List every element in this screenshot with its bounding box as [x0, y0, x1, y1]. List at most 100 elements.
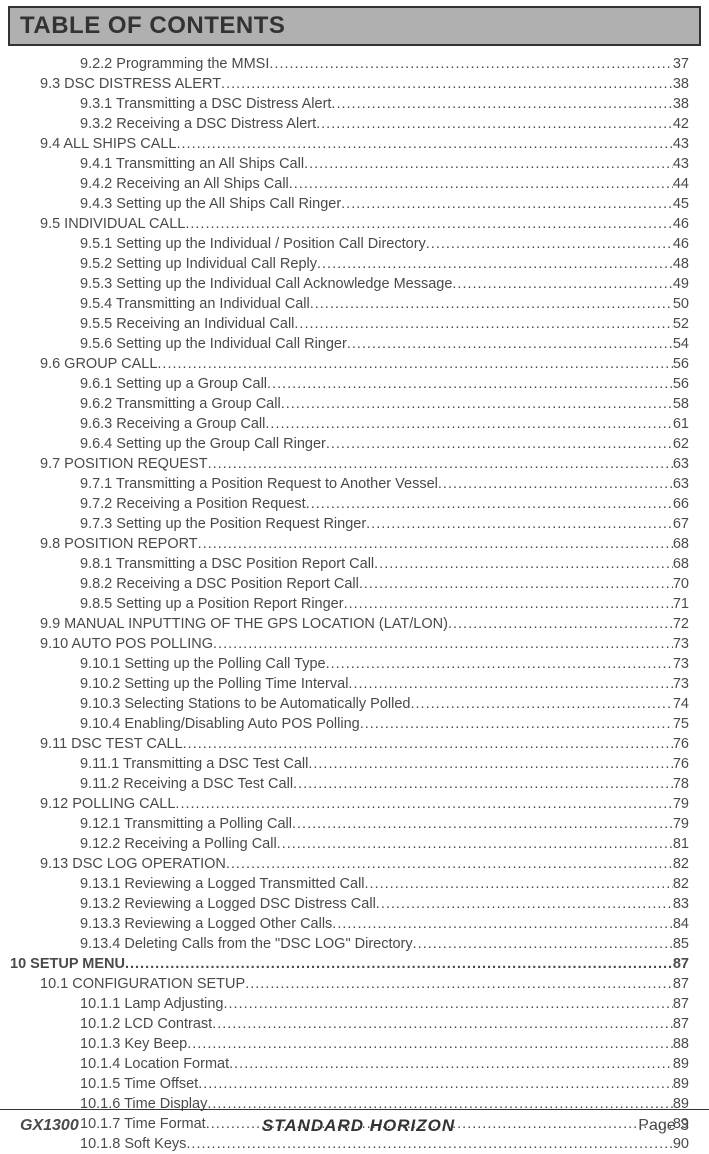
toc-dots — [308, 754, 673, 774]
toc-entry: 9.8.2 Receiving a DSC Position Report Ca… — [40, 574, 689, 594]
toc-entry: 9.13.2 Reviewing a Logged DSC Distress C… — [40, 894, 689, 914]
toc-page: 72 — [673, 614, 689, 634]
toc-page: 73 — [673, 654, 689, 674]
toc-page: 44 — [673, 174, 689, 194]
toc-page: 78 — [673, 774, 689, 794]
toc-page: 46 — [673, 214, 689, 234]
toc-page: 56 — [673, 374, 689, 394]
toc-entry: 9.3 DSC DISTRESS ALERT38 — [40, 74, 689, 94]
toc-page: 73 — [673, 634, 689, 654]
toc-label: 9.7.2 Receiving a Position Request — [80, 494, 306, 514]
toc-dots — [331, 94, 672, 114]
toc-label: 9.10.1 Setting up the Polling Call Type — [80, 654, 326, 674]
toc-entry: 9.5.6 Setting up the Individual Call Rin… — [40, 334, 689, 354]
toc-dots — [348, 674, 672, 694]
toc-entry: 9.12.2 Receiving a Polling Call 81 — [40, 834, 689, 854]
toc-dots — [332, 914, 673, 934]
toc-page: 87 — [673, 974, 689, 994]
toc-entry: 9.10.1 Setting up the Polling Call Type 7… — [40, 654, 689, 674]
toc-page: 61 — [673, 414, 689, 434]
toc-label: 9.13 DSC LOG OPERATION — [40, 854, 226, 874]
toc-label: 9.7.3 Setting up the Position Request Ri… — [80, 514, 366, 534]
toc-page: 43 — [673, 134, 689, 154]
toc-dots — [157, 354, 672, 374]
toc-entry: 9.13.4 Deleting Calls from the "DSC LOG"… — [40, 934, 689, 954]
toc-label: 9.11 DSC TEST CALL — [40, 734, 183, 754]
toc-entry: 10.1.2 LCD Contrast 87 — [40, 1014, 689, 1034]
toc-entry: 9.10 AUTO POS POLLING73 — [40, 634, 689, 654]
toc-dots — [376, 894, 673, 914]
toc-entry: 9.12 POLLING CALL 79 — [40, 794, 689, 814]
toc-label: 9.4.3 Setting up the All Ships Call Ring… — [80, 194, 341, 214]
toc-label: 9.13.4 Deleting Calls from the "DSC LOG"… — [80, 934, 413, 954]
toc-entry: 9.2.2 Programming the MMSI 37 — [40, 54, 689, 74]
toc-dots — [208, 454, 673, 474]
toc-entry: 9.5.2 Setting up Individual Call Reply 4… — [40, 254, 689, 274]
toc-page: 46 — [673, 234, 689, 254]
toc-entry: 9.8.1 Transmitting a DSC Position Report… — [40, 554, 689, 574]
toc-page: 54 — [673, 334, 689, 354]
toc-dots — [183, 734, 673, 754]
footer-model: GX1300 — [20, 1117, 79, 1135]
toc-entry: 9.6.1 Setting up a Group Call 56 — [40, 374, 689, 394]
toc-dots — [306, 494, 673, 514]
toc-label: 9.2.2 Programming the MMSI — [80, 54, 269, 74]
toc-entry: 9.6 GROUP CALL56 — [40, 354, 689, 374]
toc-dots — [448, 614, 673, 634]
toc-label: 9.12 POLLING CALL — [40, 794, 175, 814]
toc-entry: 9.8.5 Setting up a Position Report Ringe… — [40, 594, 689, 614]
toc-page: 88 — [673, 1034, 689, 1054]
toc-label: 10.1.4 Location Format — [80, 1054, 229, 1074]
toc-page: 45 — [673, 194, 689, 214]
toc-dots — [359, 574, 673, 594]
toc-label: 9.8.5 Setting up a Position Report Ringe… — [80, 594, 344, 614]
toc-entry: 9.12.1 Transmitting a Polling Call 79 — [40, 814, 689, 834]
toc-dots — [212, 1014, 673, 1034]
toc-label: 9.8.1 Transmitting a DSC Position Report… — [80, 554, 374, 574]
toc-page: 85 — [673, 934, 689, 954]
toc-page: 84 — [673, 914, 689, 934]
toc-dots — [187, 1034, 673, 1054]
toc-dots — [326, 434, 673, 454]
toc-entry: 9.4.1 Transmitting an All Ships Call 43 — [40, 154, 689, 174]
toc-entry: 9.4 ALL SHIPS CALL43 — [40, 134, 689, 154]
toc-page: 70 — [673, 574, 689, 594]
toc-entry: 9.10.4 Enabling/Disabling Auto POS Polli… — [40, 714, 689, 734]
toc-label: 9.13.2 Reviewing a Logged DSC Distress C… — [80, 894, 376, 914]
toc-dots — [229, 1054, 673, 1074]
toc-dots — [438, 474, 673, 494]
toc-dots — [310, 294, 673, 314]
toc-label: 9.13.3 Reviewing a Logged Other Calls — [80, 914, 332, 934]
toc-dots — [177, 134, 673, 154]
toc-dots — [226, 854, 673, 874]
toc-page: 38 — [673, 74, 689, 94]
toc-dots — [365, 874, 673, 894]
toc-entry: 10.1 CONFIGURATION SETUP87 — [40, 974, 689, 994]
toc-page: 87 — [673, 1014, 689, 1034]
toc-page: 56 — [673, 354, 689, 374]
toc-dots — [265, 414, 672, 434]
toc-dots — [341, 194, 673, 214]
toc-entry: 9.13.3 Reviewing a Logged Other Calls 84 — [40, 914, 689, 934]
toc-label: 10.1.2 LCD Contrast — [80, 1014, 212, 1034]
toc-label: 10.1.5 Time Offset — [80, 1074, 198, 1094]
toc-label: 10.1.8 Soft Keys — [80, 1134, 186, 1154]
toc-label: 9.6.4 Setting up the Group Call Ringer — [80, 434, 326, 454]
toc-page: 79 — [673, 814, 689, 834]
toc-page: 48 — [673, 254, 689, 274]
toc-dots — [410, 694, 672, 714]
toc-dots — [374, 554, 673, 574]
toc-dots — [347, 334, 673, 354]
toc-label: 9.5.2 Setting up Individual Call Reply — [80, 254, 317, 274]
toc-entry: 9.5.3 Setting up the Individual Call Ack… — [40, 274, 689, 294]
toc-page: 37 — [673, 54, 689, 74]
toc-entry: 9.5.4 Transmitting an Individual Call50 — [40, 294, 689, 314]
toc-label: 9.5.4 Transmitting an Individual Call — [80, 294, 310, 314]
toc-dots — [269, 54, 672, 74]
toc-dots — [267, 374, 673, 394]
toc-label: 9.5.3 Setting up the Individual Call Ack… — [80, 274, 452, 294]
toc-entry: 9.7.1 Transmitting a Position Request to… — [40, 474, 689, 494]
toc-page: 76 — [673, 754, 689, 774]
toc-dots — [245, 974, 673, 994]
toc-entry: 9.10.3 Selecting Stations to be Automati… — [40, 694, 689, 714]
